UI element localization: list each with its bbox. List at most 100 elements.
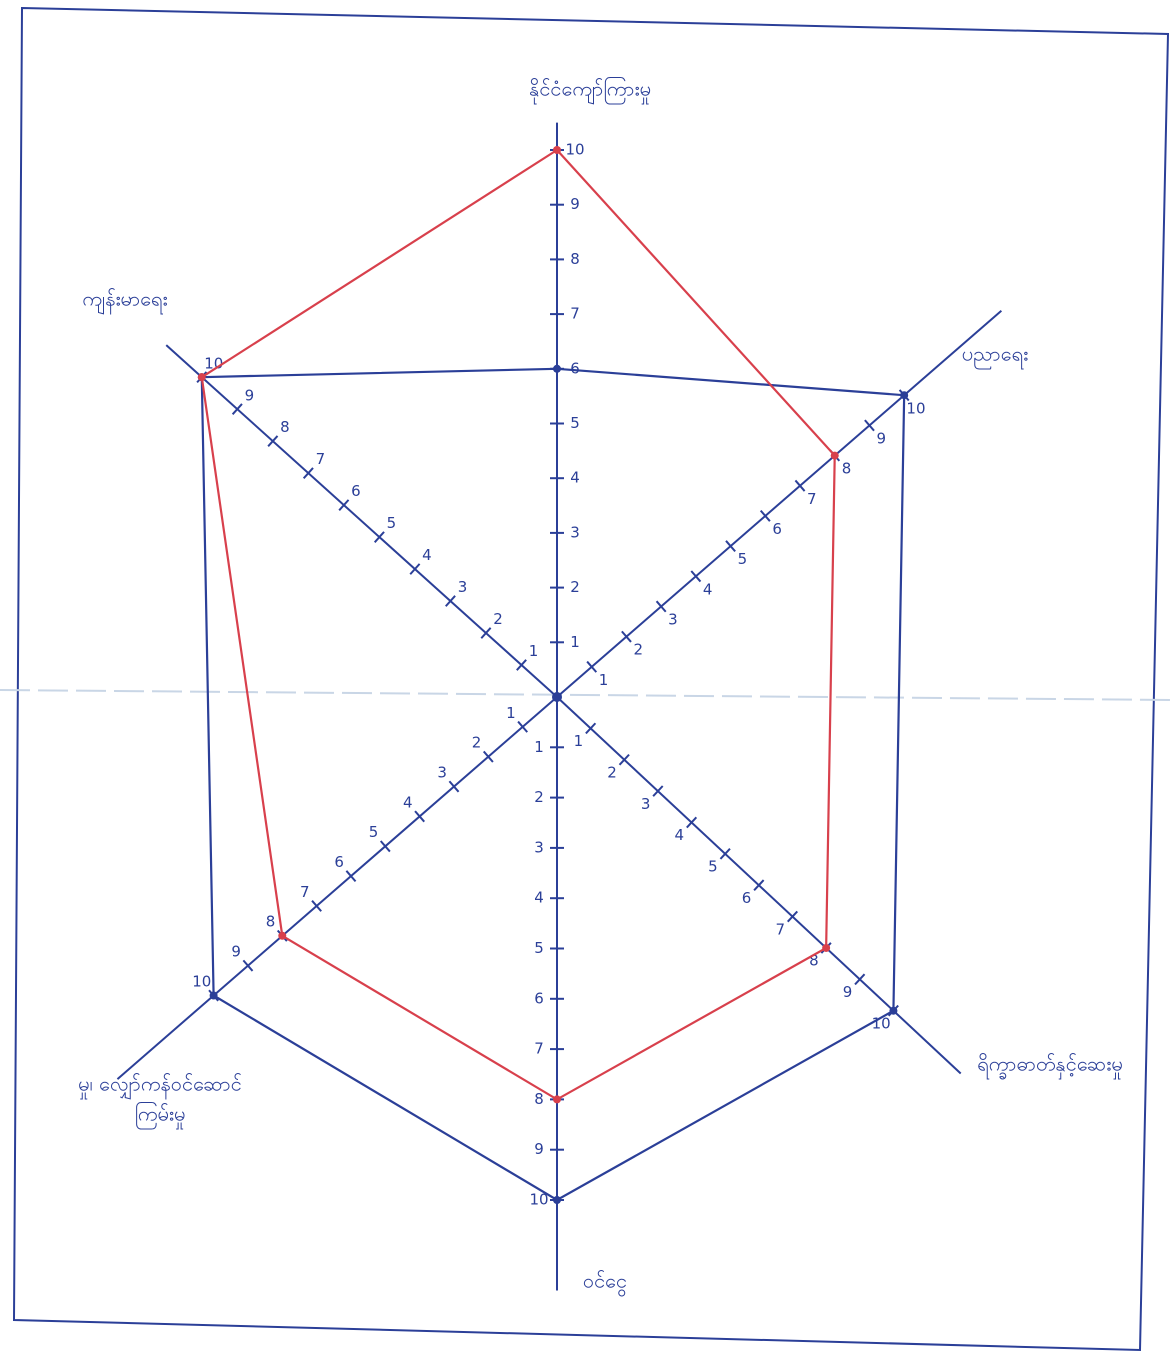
tick-mark (373, 531, 385, 543)
tick-mark (753, 879, 765, 892)
tick-label: 6 (534, 989, 544, 1007)
tick-label: 10 (872, 1014, 891, 1032)
tick-mark (690, 570, 702, 583)
series-vertex (900, 391, 909, 400)
tick-mark (482, 750, 494, 763)
tick-mark (655, 600, 667, 613)
axis-label: မှု၊ လျှော်ကန်ဝင်ဆောင် (78, 1072, 242, 1100)
tick-label: 3 (437, 763, 447, 781)
tick-mark (242, 959, 254, 972)
axis-label: ကြမ်းမှု (135, 1102, 186, 1130)
tick-label: 3 (641, 795, 651, 813)
frame (12, 6, 1170, 1352)
tick-mark (864, 419, 875, 432)
tick-label: 4 (675, 826, 685, 844)
tick-mark (231, 403, 243, 416)
tick-label: 1 (534, 738, 544, 756)
tick-label: 7 (300, 883, 310, 901)
axis-label: ရိက္ခာဓာတ်နှင့်ဆေးမှု (977, 1052, 1123, 1080)
tick-label: 10 (565, 141, 584, 159)
tick-label: 3 (668, 611, 678, 629)
axis-label: ကျန်းမာရေး (82, 287, 167, 315)
series-vertex (889, 1006, 898, 1015)
tick-label: 10 (192, 972, 211, 990)
tick-label: 2 (493, 610, 503, 628)
tick-label: 5 (570, 414, 580, 432)
series-vertex (553, 1095, 561, 1104)
tick-label: 7 (775, 920, 785, 938)
tick-mark (517, 720, 529, 733)
axis-line (116, 696, 558, 1080)
tick-label: 7 (570, 305, 580, 323)
tick-label: 5 (738, 550, 748, 568)
tick-label: 6 (570, 359, 580, 377)
tick-label: 9 (231, 943, 241, 961)
tick-mark (759, 509, 771, 522)
tick-label: 9 (245, 386, 255, 404)
tick-label: 1 (599, 671, 609, 689)
tick-label: 5 (387, 514, 397, 532)
tick-label: 8 (534, 1090, 544, 1108)
series-polygon (200, 367, 906, 1202)
tick-label: 10 (204, 354, 223, 372)
fold-line (0, 689, 1176, 701)
tick-label: 2 (570, 578, 580, 596)
tick-mark (445, 595, 456, 607)
axis-line (556, 309, 1003, 698)
tick-label: 4 (403, 793, 413, 811)
tick-label: 5 (708, 858, 718, 876)
tick-mark (409, 563, 421, 575)
tick-mark (267, 435, 279, 447)
axis-label: နိုင်ငံကျော်ကြားမှု (529, 77, 651, 105)
tick-label: 8 (570, 250, 580, 268)
tick-mark (854, 973, 866, 986)
series-vertex (553, 1196, 561, 1204)
axis-label: ပညာရေး (962, 342, 1028, 370)
series-vertex (197, 373, 206, 382)
tick-label: 3 (570, 523, 580, 541)
tick-label: 9 (570, 195, 580, 213)
tick-mark (338, 499, 350, 511)
series-vertex (278, 931, 287, 940)
tick-label: 5 (534, 939, 544, 957)
tick-label: 3 (458, 578, 468, 596)
tick-mark (585, 722, 597, 735)
tick-label: 2 (607, 763, 617, 781)
tick-mark (516, 659, 527, 671)
tick-label: 2 (472, 734, 482, 752)
tick-label: 10 (906, 399, 925, 417)
tick-mark (414, 810, 425, 823)
tick-label: 5 (369, 823, 379, 841)
tick-label: 6 (772, 520, 782, 538)
tick-label: 1 (574, 732, 584, 750)
axis-line (165, 344, 558, 698)
tick-label: 2 (534, 788, 544, 806)
tick-label: 6 (334, 853, 344, 871)
series-vertex (822, 943, 831, 952)
tick-label: 9 (843, 983, 853, 1001)
tick-label: 7 (534, 1040, 544, 1058)
tick-mark (618, 753, 630, 766)
tick-mark (302, 467, 314, 479)
tick-mark (586, 660, 598, 673)
tick-label: 3 (534, 838, 544, 856)
tick-label: 4 (534, 889, 544, 907)
tick-label: 4 (422, 546, 432, 564)
tick-label: 1 (570, 633, 580, 651)
tick-mark (621, 630, 632, 643)
tick-mark (794, 479, 806, 492)
tick-label: 2 (633, 641, 643, 659)
tick-label: 9 (876, 429, 886, 447)
tick-label: 1 (506, 704, 516, 722)
tick-mark (652, 785, 664, 797)
tick-label: 8 (809, 952, 819, 970)
tick-label: 7 (316, 450, 326, 468)
series-polygon (200, 148, 836, 1101)
series-vertex (830, 451, 839, 460)
tick-label: 9 (534, 1140, 544, 1158)
tick-label: 4 (570, 469, 580, 487)
tick-mark (686, 816, 698, 829)
tick-mark (786, 910, 799, 923)
tick-label: 6 (742, 889, 752, 907)
